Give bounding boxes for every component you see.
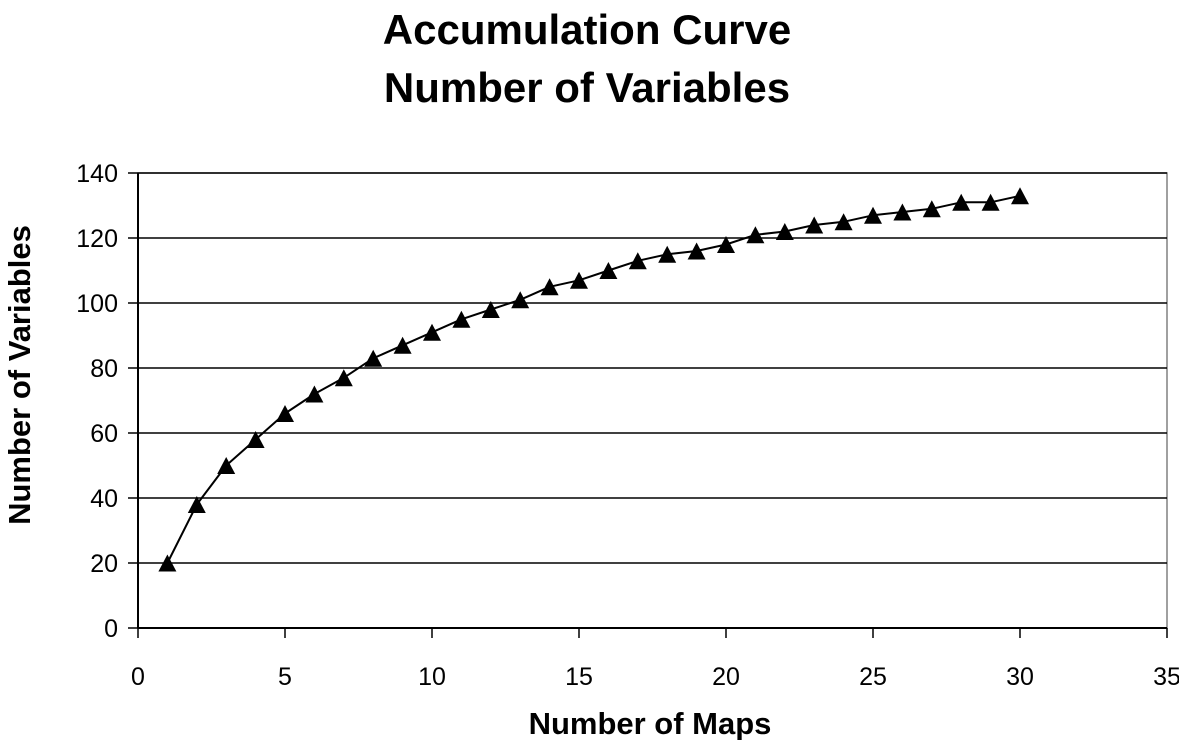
x-tick-label: 25 bbox=[859, 663, 887, 691]
data-point-triangle bbox=[805, 216, 824, 234]
plot-border bbox=[137, 172, 1168, 629]
series-line bbox=[166, 194, 1021, 564]
data-point-triangle bbox=[864, 206, 882, 224]
x-tick-label: 0 bbox=[131, 663, 145, 691]
data-point-triangle bbox=[481, 301, 500, 318]
data-point-triangle bbox=[599, 262, 618, 279]
x-tick-label: 10 bbox=[418, 663, 446, 691]
data-point-triangle bbox=[305, 385, 324, 403]
chart-title-line-1: Accumulation Curve bbox=[383, 6, 791, 53]
data-point-triangle bbox=[511, 291, 530, 309]
y-tick-label: 0 bbox=[104, 615, 118, 643]
data-point-triangle bbox=[540, 278, 559, 296]
y-tick-label: 80 bbox=[90, 355, 118, 383]
data-point-triangle bbox=[834, 213, 853, 231]
data-point-triangle bbox=[952, 193, 971, 211]
y-tick-label: 140 bbox=[76, 160, 118, 188]
data-point-triangle bbox=[628, 252, 647, 270]
data-point-triangle bbox=[922, 200, 941, 218]
y-tick-label: 40 bbox=[90, 485, 118, 513]
y-axis-label: Number of Variables bbox=[2, 225, 37, 525]
x-tick-label: 20 bbox=[712, 663, 740, 691]
data-point-triangle bbox=[570, 271, 588, 289]
data-point-triangle bbox=[217, 457, 236, 474]
data-point-triangle bbox=[452, 310, 471, 328]
data-point-triangle bbox=[423, 323, 441, 341]
data-point-triangle bbox=[775, 223, 794, 240]
x-tick-label: 5 bbox=[278, 663, 292, 691]
data-point-triangle bbox=[717, 236, 735, 253]
data-point-triangle bbox=[276, 405, 294, 422]
data-point-triangle bbox=[393, 336, 412, 354]
plot-area: 0 20 40 60 80 100 120 140 0 5 10 15 20 25 30 35 bbox=[76, 160, 1179, 691]
data-point-triangle bbox=[687, 242, 706, 260]
data-point-triangle bbox=[658, 245, 677, 263]
chart-title-line-2: Number of Variables bbox=[384, 64, 790, 111]
x-tick-label: 30 bbox=[1006, 663, 1034, 691]
data-point-triangle bbox=[158, 554, 177, 572]
y-tick-label: 120 bbox=[76, 225, 118, 253]
data-point-triangle bbox=[364, 349, 383, 367]
data-point-triangle bbox=[893, 203, 912, 221]
data-point-triangle bbox=[334, 369, 353, 387]
data-point-triangle bbox=[187, 496, 206, 513]
y-tick-label: 60 bbox=[90, 420, 118, 448]
data-point-triangle bbox=[746, 226, 765, 244]
x-axis-label: Number of Maps bbox=[529, 706, 772, 740]
y-tick-label: 100 bbox=[76, 290, 118, 318]
x-tick-label: 15 bbox=[565, 663, 593, 691]
data-point-triangle bbox=[981, 193, 1000, 211]
x-tick-label: 35 bbox=[1153, 663, 1179, 691]
data-point-triangle bbox=[246, 431, 265, 448]
y-tick-label: 20 bbox=[90, 550, 118, 578]
data-point-triangle bbox=[1011, 187, 1029, 205]
